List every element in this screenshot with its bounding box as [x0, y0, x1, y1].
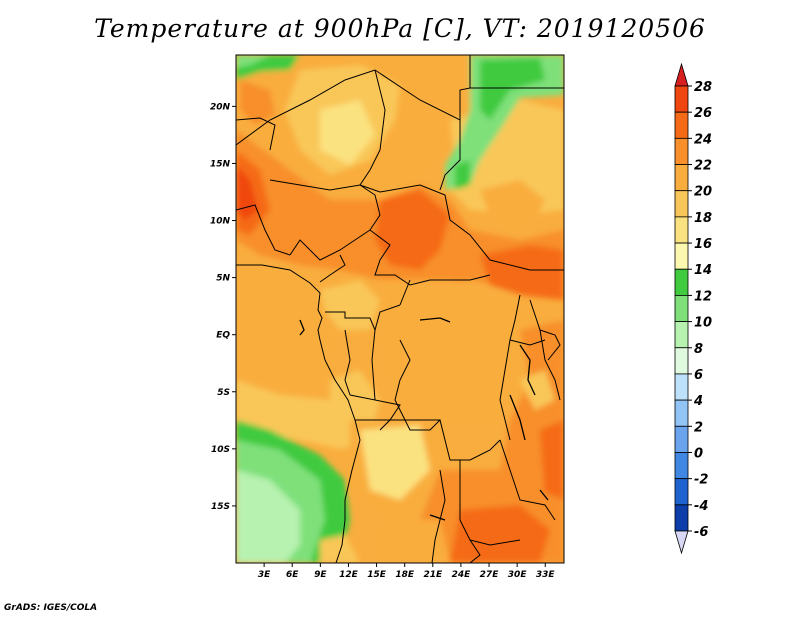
lat-label: 15S — [211, 502, 230, 512]
longitude-axis: 3E 6E 9E 12E 15E 18E 21E 24E 27E 30E 33E — [258, 563, 556, 580]
colorbar-label: 24 — [694, 132, 712, 147]
map-title: Temperature at 900hPa [C], VT: 201912050… — [94, 14, 706, 43]
temperature-field — [236, 55, 564, 563]
country-borders — [236, 55, 564, 563]
lat-label: 15N — [210, 159, 231, 169]
colorbar-bin — [674, 85, 689, 113]
colorbar-bin — [674, 452, 689, 480]
colorbar-bin — [674, 242, 689, 270]
colorbar-label: 14 — [694, 263, 712, 278]
lon-label: 21E — [423, 570, 443, 580]
colorbar-bin — [674, 399, 689, 427]
lon-label: 3E — [258, 570, 271, 580]
lon-label: 9E — [314, 570, 327, 580]
lon-label: 33E — [536, 570, 556, 580]
lon-label: 18E — [395, 570, 415, 580]
colorbar-bin — [674, 425, 689, 453]
colorbar-bin — [674, 504, 689, 532]
latitude-axis: 20N 15N 10N 5N EQ 5S 10S 15S — [210, 102, 236, 512]
map-frame — [235, 54, 565, 564]
colorbar-label: 0 — [694, 446, 703, 461]
lat-label: 20N — [210, 102, 231, 112]
colorbar-bin — [674, 373, 689, 401]
colorbar-label: 10 — [694, 316, 712, 331]
colorbar-label: -2 — [694, 473, 708, 488]
colorbar-bin — [674, 111, 689, 139]
lon-label: 27E — [480, 570, 500, 580]
colorbar-bin — [674, 137, 689, 165]
credit-label: GrADS: IGES/COLA — [4, 603, 98, 613]
colorbar-label: 2 — [694, 420, 703, 435]
lon-label: 30E — [508, 570, 528, 580]
lat-label: EQ — [216, 331, 230, 341]
lon-label: 15E — [367, 570, 387, 580]
lat-label: 10S — [211, 445, 230, 455]
colorbar-label: 12 — [694, 289, 712, 304]
colorbar-label: 28 — [694, 80, 712, 95]
colorbar-label: -6 — [694, 525, 708, 540]
colorbar-label: 20 — [694, 185, 712, 200]
colorbar-top-arrow — [674, 62, 689, 87]
colorbar-bin — [674, 478, 689, 506]
colorbar-bin — [674, 321, 689, 349]
colorbar-label: 6 — [694, 368, 703, 383]
colorbar-label: -4 — [694, 499, 708, 514]
colorbar-label: 4 — [693, 394, 703, 409]
colorbar-label: 26 — [694, 106, 712, 121]
lon-label: 12E — [339, 570, 359, 580]
colorbar-bottom-arrow — [674, 530, 689, 555]
lat-label: 10N — [210, 217, 231, 227]
lat-label: 5S — [217, 388, 230, 398]
colorbar-bin — [674, 216, 689, 244]
colorbar-label: 22 — [694, 159, 712, 174]
lat-label: 5N — [216, 274, 230, 284]
colorbar-bin — [674, 268, 689, 296]
lakes — [299, 317, 549, 521]
colorbar-label: 18 — [694, 211, 712, 226]
colorbar-bin — [674, 190, 689, 218]
lon-label: 6E — [286, 570, 299, 580]
colorbar-bin — [674, 347, 689, 375]
colorbar-label: 16 — [694, 237, 712, 252]
lon-label: 24E — [452, 570, 472, 580]
colorbar-label: 8 — [694, 342, 703, 357]
colorbar-bin — [674, 295, 689, 322]
colorbar-bin — [674, 164, 689, 192]
